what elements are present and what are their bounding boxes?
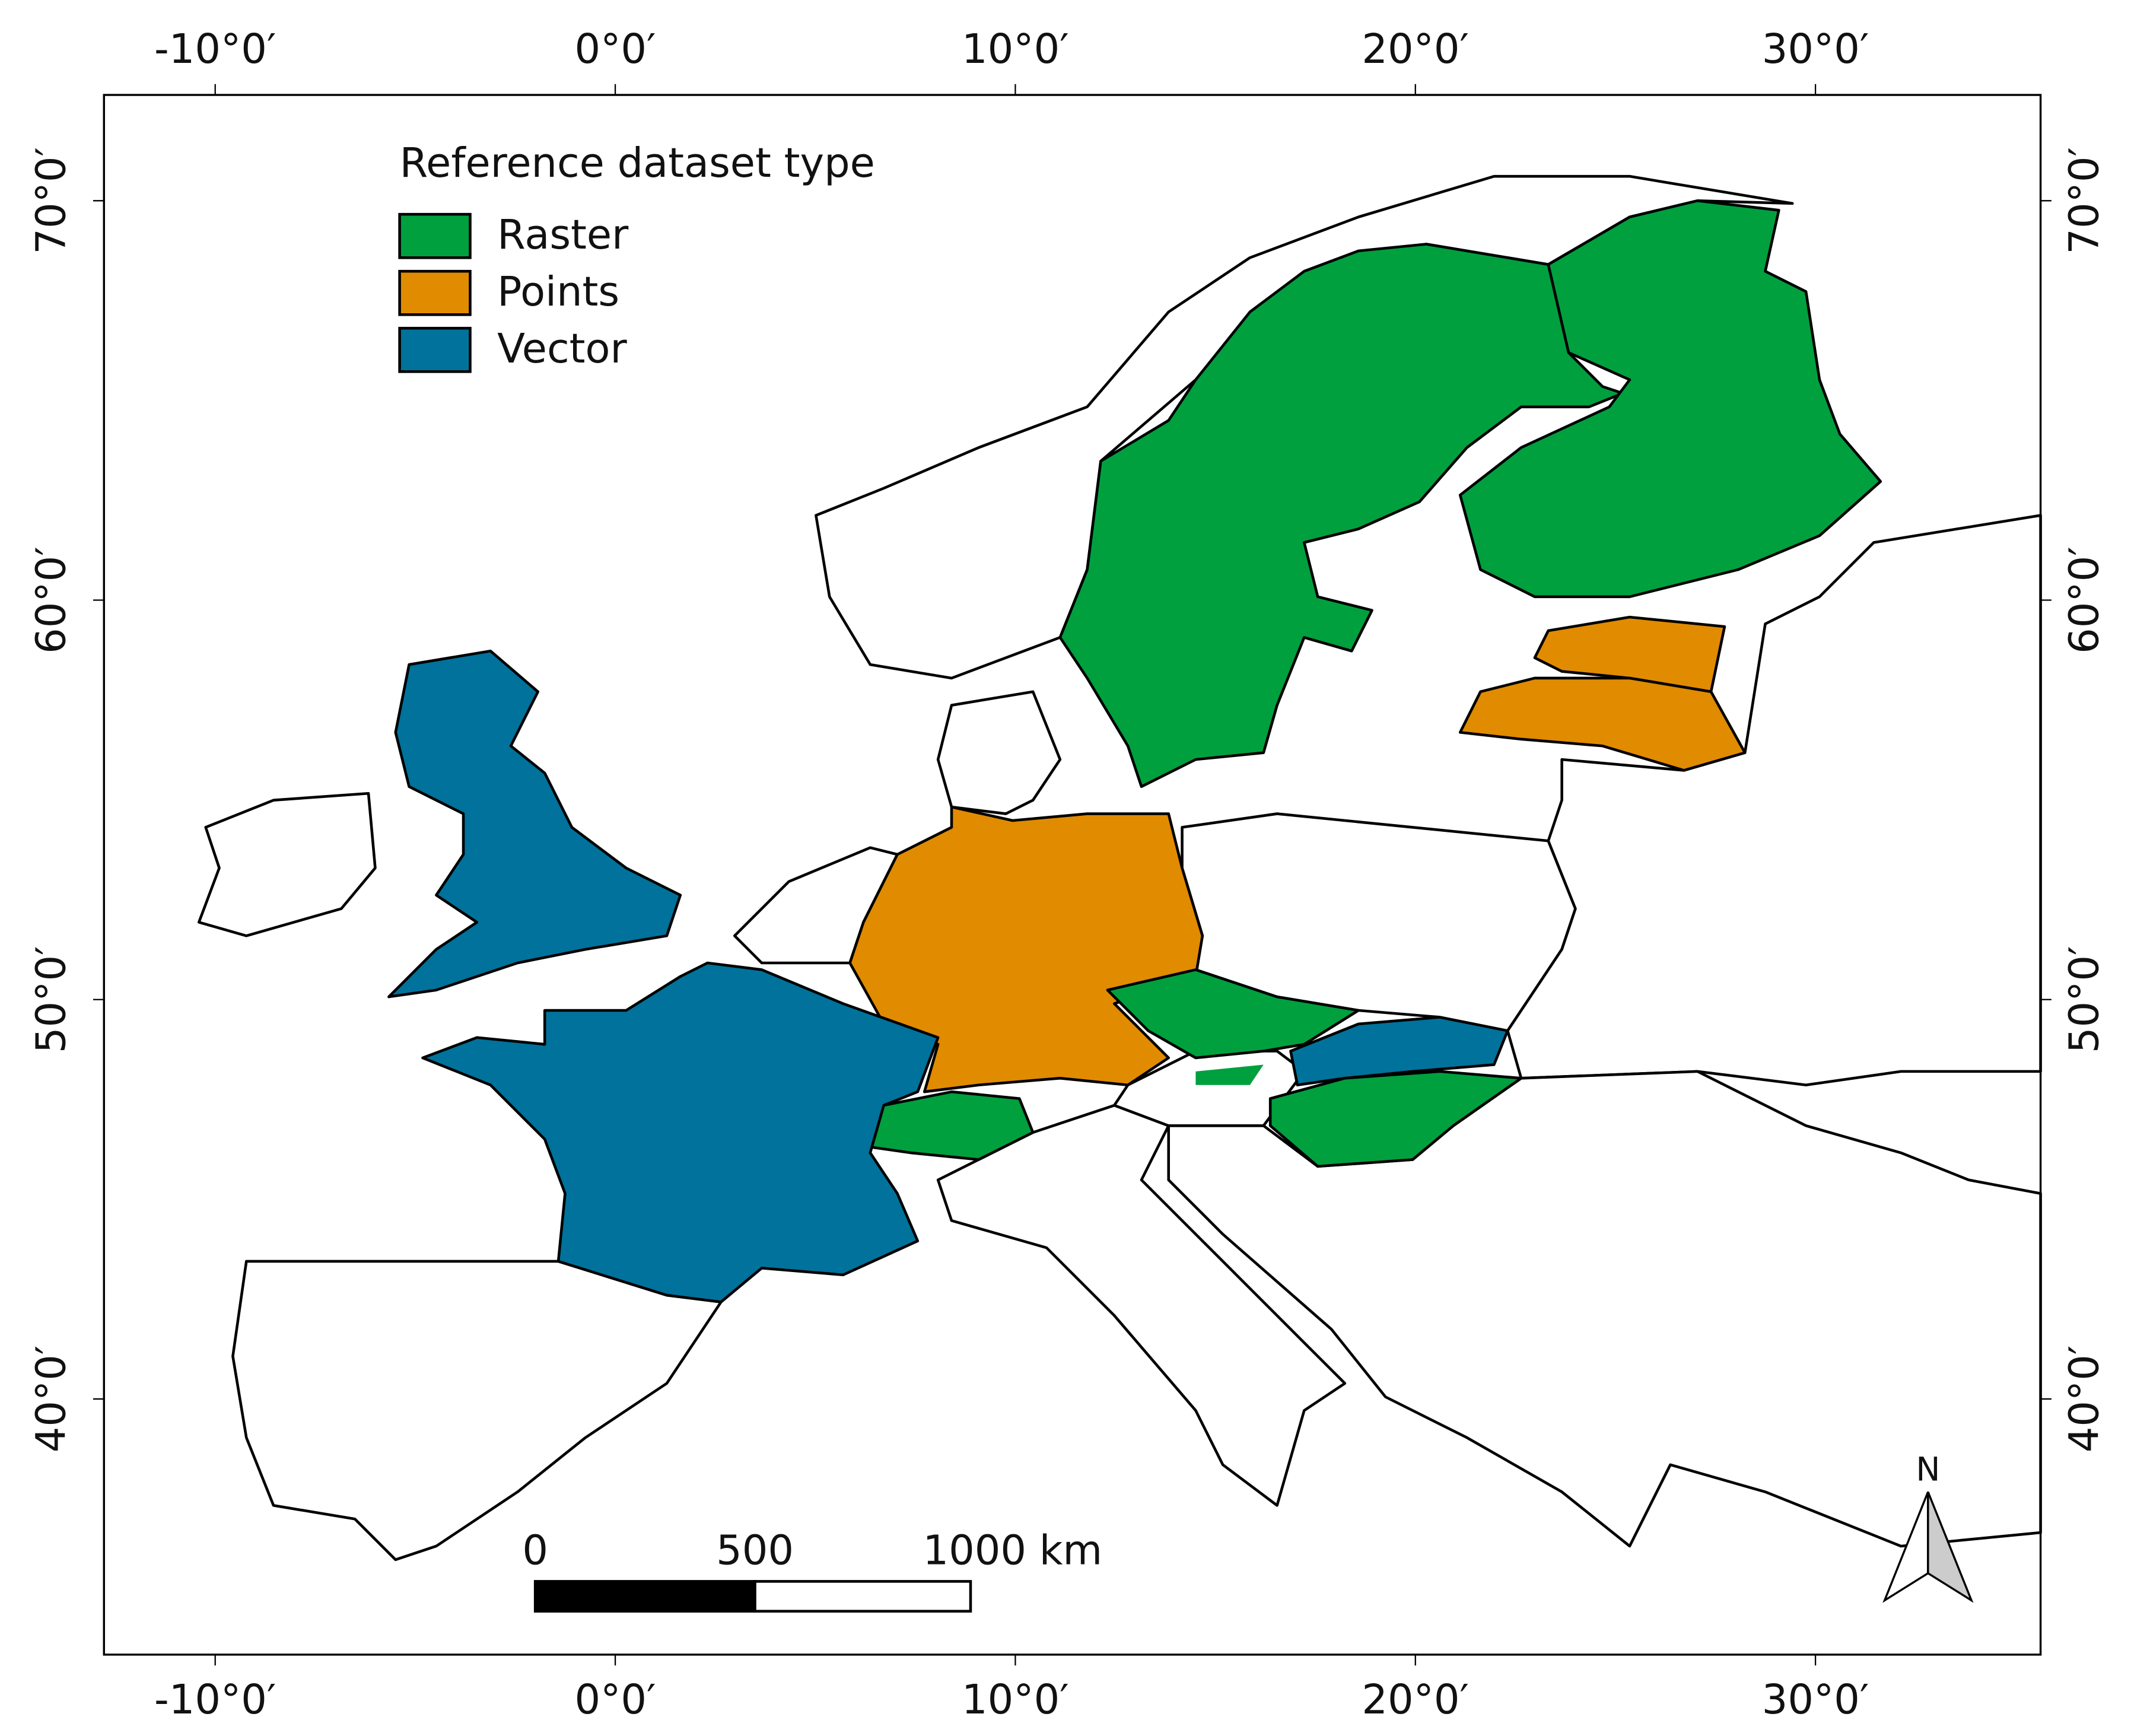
y-tick-label-right: 60°0′ — [2060, 546, 2108, 654]
x-tick-label-top: 10°0′ — [962, 26, 1069, 73]
scale-bar-black — [533, 1580, 756, 1613]
north-label: N — [1916, 1450, 1940, 1488]
x-tick-label-bottom: 10°0′ — [962, 1676, 1069, 1724]
y-tick-label-left: 70°0′ — [28, 147, 75, 255]
x-tick-label-bottom: 0°0′ — [575, 1676, 656, 1724]
denmark — [936, 690, 1062, 815]
latvia — [1458, 676, 1747, 772]
france — [421, 961, 940, 1303]
x-tick-label-bottom: 30°0′ — [1762, 1676, 1869, 1724]
hungary — [1268, 1070, 1523, 1168]
x-tick-label-top: 0°0′ — [575, 26, 656, 73]
legend-swatch — [398, 212, 472, 259]
germany — [848, 805, 1204, 1093]
x-tick-label-bottom: -10°0′ — [154, 1676, 276, 1724]
x-tick-label-bottom: 20°0′ — [1362, 1676, 1469, 1724]
finland — [1458, 199, 1882, 599]
legend-swatch — [398, 326, 472, 373]
united-kingdom — [387, 649, 682, 999]
legend-title: Reference dataset type — [400, 139, 875, 187]
scale-bar: 0 500 1000 km — [522, 1527, 1102, 1613]
eastern-europe — [1506, 514, 2042, 1087]
slovakia — [1289, 1016, 1509, 1087]
arrow-right — [1927, 1491, 1974, 1603]
x-tick-label-top: 30°0′ — [1762, 26, 1869, 73]
north-arrow: N — [1882, 1450, 1974, 1603]
scale-bar-white — [753, 1580, 972, 1613]
italy — [936, 1104, 1347, 1507]
scale-label: 1000 km — [923, 1527, 1102, 1574]
y-tick-label-right: 40°0′ — [2060, 1346, 2108, 1453]
x-tick-label-top: 20°0′ — [1362, 26, 1469, 73]
scale-label: 0 — [522, 1527, 548, 1574]
legend-swatch — [398, 269, 472, 316]
y-tick-label-left: 60°0′ — [28, 546, 75, 654]
austria-region — [1195, 1064, 1264, 1085]
sweden — [1058, 243, 1624, 788]
y-tick-label-right: 50°0′ — [2060, 946, 2108, 1053]
y-tick-label-left: 50°0′ — [28, 946, 75, 1053]
legend-label: Points — [497, 268, 619, 316]
base-countries — [198, 174, 2042, 1562]
legend: Raster Points Vector — [398, 211, 629, 373]
x-tick-label-top: -10°0′ — [154, 26, 276, 73]
graticule-labels: -10°0′ -10°0′ 0°0′ 0°0′ 10°0′ 10°0′ 20°0′ 20°0′… — [28, 26, 2108, 1724]
y-tick-label-right: 70°0′ — [2060, 147, 2108, 255]
reference-countries — [387, 199, 1882, 1303]
legend-label: Vector — [497, 325, 627, 373]
y-tick-label-left: 40°0′ — [28, 1346, 75, 1453]
scale-label: 500 — [716, 1527, 794, 1574]
legend-label: Raster — [497, 211, 629, 259]
ireland — [198, 791, 377, 937]
